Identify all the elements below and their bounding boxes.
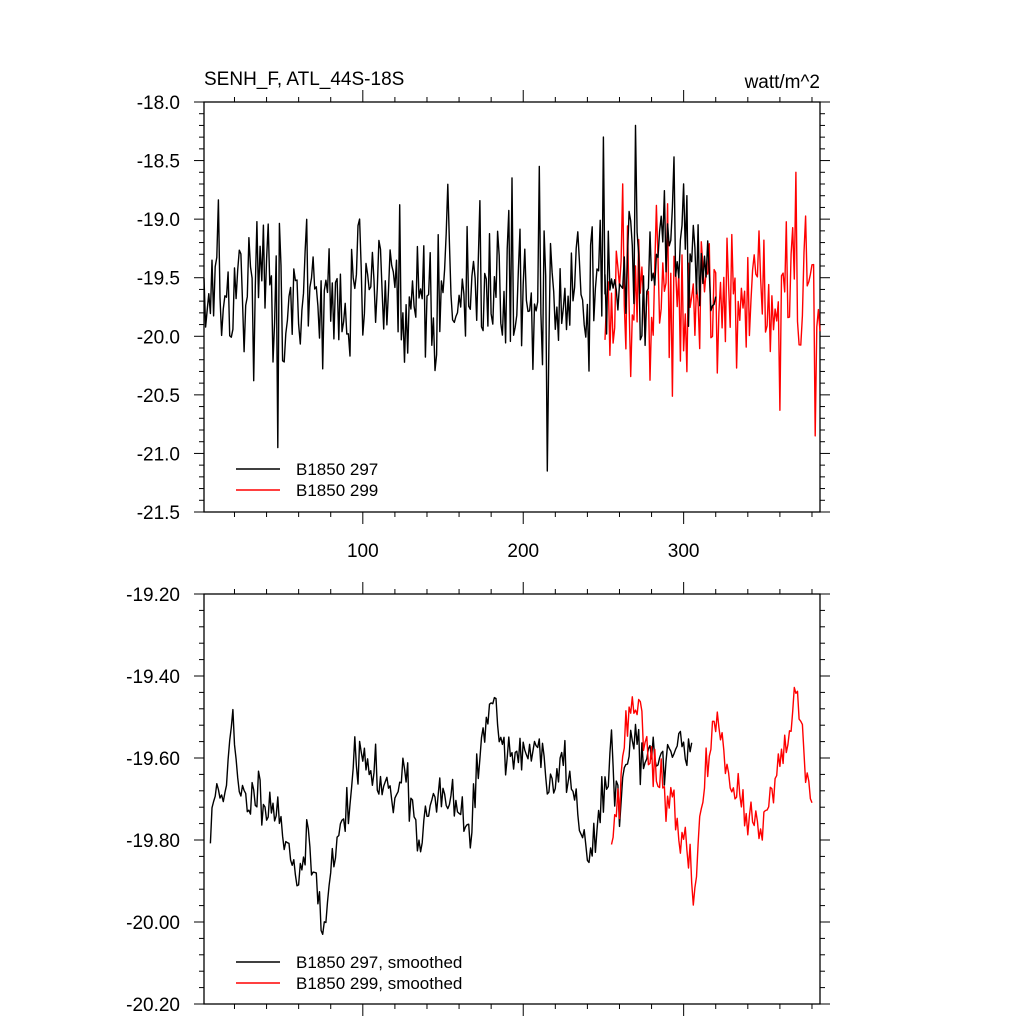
x-tick-label: 200 <box>507 541 539 562</box>
panel-title: SENH_F, ATL_44S-18S <box>204 69 404 90</box>
y-tick-label: -21.0 <box>137 444 180 465</box>
y-tick-label: -19.40 <box>126 667 180 688</box>
y-tick-label: -20.5 <box>137 386 180 407</box>
y-tick-label: -18.0 <box>137 93 180 114</box>
series-line-b1850-297 <box>203 136 606 472</box>
legend-label: B1850 299 <box>296 481 378 500</box>
bottom-plot-frame <box>203 593 821 1005</box>
y-tick-label: -18.5 <box>137 152 180 173</box>
top-x-axis: 100 200 300 <box>233 90 813 562</box>
legend-label: B1850 297 <box>296 460 378 479</box>
series-line-b1850-299-smoothed <box>610 686 813 906</box>
top-y-axis: -18.0 -18.5 -19.0 -19.5 -20.0 -20.5 -21.0 -21.5 <box>137 93 830 524</box>
top-plot-frame <box>203 101 821 513</box>
series-line-b1850-297-overlay <box>604 124 717 347</box>
y-tick-label: -19.5 <box>137 269 180 290</box>
bottom-x-axis <box>233 582 813 1016</box>
y-tick-label: -20.0 <box>137 327 180 348</box>
x-tick-label: 300 <box>668 541 700 562</box>
bottom-y-axis: -19.20 -19.40 -19.60 -19.80 -20.00 -20.20 <box>126 585 830 1016</box>
y-tick-label: -20.00 <box>126 913 180 934</box>
bottom-legend: B1850 297, smoothed B1850 299, smoothed <box>236 953 462 993</box>
units-label: watt/m^2 <box>744 72 820 93</box>
series-line-b1850-299 <box>604 171 821 437</box>
bottom-panel: -19.20 -19.40 -19.60 -19.80 -20.00 -20.20 B18… <box>126 582 830 1016</box>
y-tick-label: -21.5 <box>137 503 180 524</box>
series-line-b1850-297-smoothed <box>209 696 693 935</box>
bottom-series-lines <box>209 686 813 935</box>
y-tick-label: -19.60 <box>126 749 180 770</box>
top-panel: SENH_F, ATL_44S-18S watt/m^2 -18.0-18.5-… <box>137 69 830 562</box>
y-tick-label: -20.20 <box>126 995 180 1016</box>
y-tick-label: -19.0 <box>137 210 180 231</box>
top-legend: B1850 297 B1850 299 <box>236 460 378 500</box>
legend-label: B1850 299, smoothed <box>296 974 462 993</box>
y-tick-label: -19.80 <box>126 831 180 852</box>
x-tick-label: 100 <box>347 541 379 562</box>
legend-label: B1850 297, smoothed <box>296 953 462 972</box>
top-series-lines <box>203 124 821 472</box>
y-tick-label: -19.20 <box>126 585 180 606</box>
